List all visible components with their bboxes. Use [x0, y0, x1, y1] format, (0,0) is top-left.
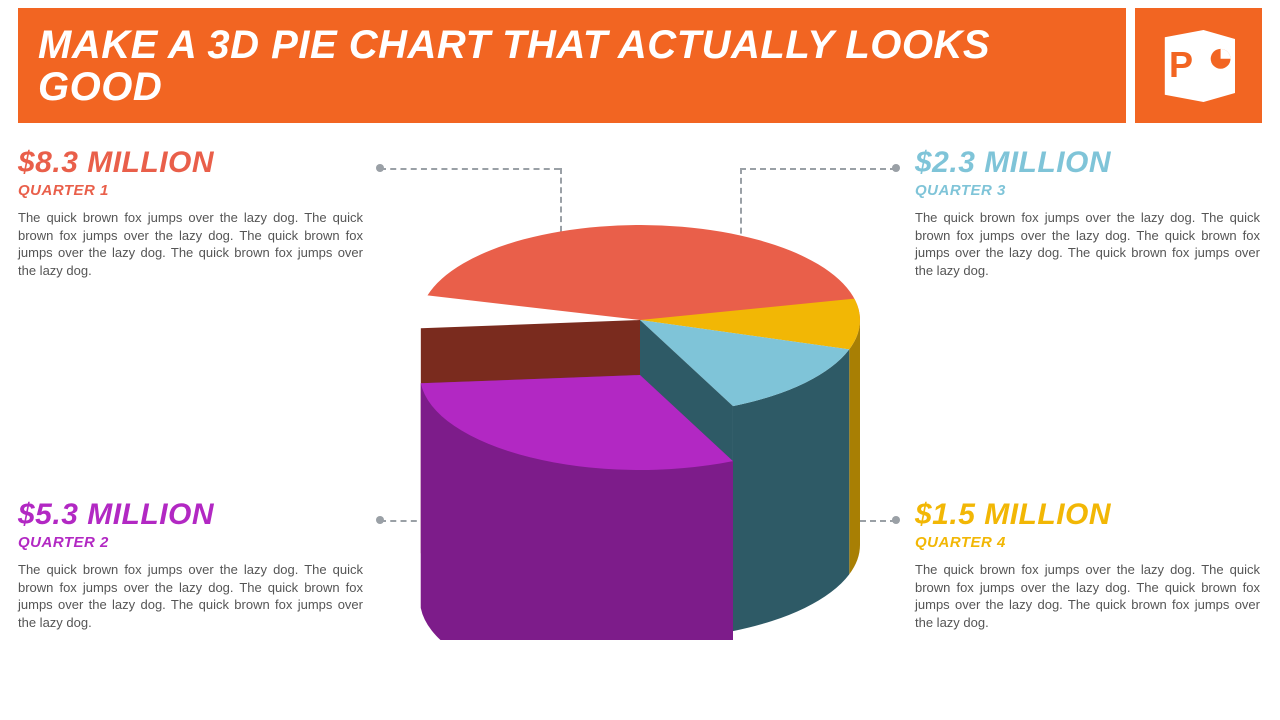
pie-3d-svg	[395, 200, 885, 640]
callout-q4-amount: $1.5 MILLION	[915, 498, 1260, 532]
callout-q1-body: The quick brown fox jumps over the lazy …	[18, 209, 363, 279]
leader-h	[380, 168, 560, 170]
callout-q2-body: The quick brown fox jumps over the lazy …	[18, 561, 363, 631]
title-bar: MAKE A 3D PIE CHART THAT ACTUALLY LOOKS …	[18, 8, 1126, 123]
callout-q2-quarter: QUARTER 2	[18, 534, 363, 551]
leader-h	[740, 168, 896, 170]
callout-q1-quarter: QUARTER 1	[18, 182, 363, 199]
callout-q2: $5.3 MILLION QUARTER 2 The quick brown f…	[18, 498, 363, 631]
callout-q2-amount: $5.3 MILLION	[18, 498, 363, 532]
slide-title: MAKE A 3D PIE CHART THAT ACTUALLY LOOKS …	[38, 24, 1106, 108]
powerpoint-icon: P	[1154, 21, 1244, 111]
callout-q4: $1.5 MILLION QUARTER 4 The quick brown f…	[915, 498, 1260, 631]
callout-q3-amount: $2.3 MILLION	[915, 146, 1260, 180]
callout-q3-body: The quick brown fox jumps over the lazy …	[915, 209, 1260, 279]
pie-3d	[395, 200, 885, 640]
callout-q3-quarter: QUARTER 3	[915, 182, 1260, 199]
callout-q1: $8.3 MILLION QUARTER 1 The quick brown f…	[18, 146, 363, 279]
callout-q4-body: The quick brown fox jumps over the lazy …	[915, 561, 1260, 631]
slide-stage: { "layout": { "width": 1280, "height": 7…	[0, 0, 1280, 720]
svg-text:P: P	[1168, 43, 1192, 84]
callout-q1-amount: $8.3 MILLION	[18, 146, 363, 180]
powerpoint-logo-box: P	[1135, 8, 1262, 123]
callout-q3: $2.3 MILLION QUARTER 3 The quick brown f…	[915, 146, 1260, 279]
callout-q4-quarter: QUARTER 4	[915, 534, 1260, 551]
